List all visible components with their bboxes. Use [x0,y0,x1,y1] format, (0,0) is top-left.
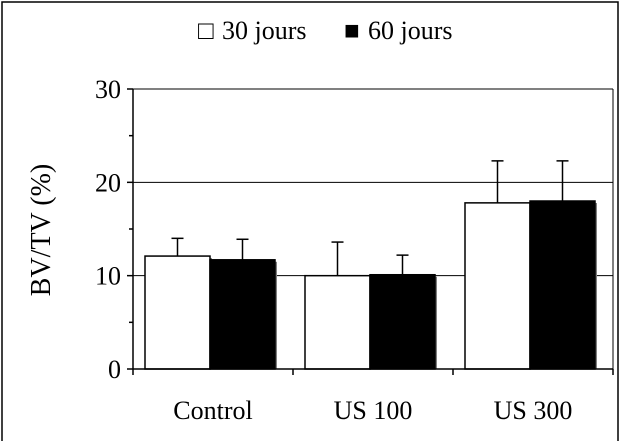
legend-label-30-jours: 30 jours [222,16,307,45]
y-axis-label: BV/TV (%) [26,164,57,296]
axes [127,88,614,375]
bar-us-100-s1 [369,273,436,370]
error-bars [171,160,569,276]
x-category-labels: Control US 100 US 300 [173,396,572,425]
y-tick-label-10: 10 [95,262,121,291]
bar-control-s1 [209,259,276,370]
legend-label-60-jours: 60 jours [368,16,453,45]
legend-marker-60-jours: ■ [344,16,360,45]
bar-us-300-s1 [529,200,596,370]
bars [144,200,597,370]
legend: □ 30 jours ■ 60 jours [198,16,453,45]
bar-control-s0 [144,255,211,370]
bar-us-300-s0 [464,202,531,370]
x-category-label-us-100: US 100 [334,396,413,425]
x-category-label-us-300: US 300 [494,396,573,425]
y-tick-labels: 0 10 20 30 [95,75,121,384]
bar-us-100-s0 [304,274,371,370]
y-tick-label-20: 20 [95,168,121,197]
legend-marker-30-jours: □ [198,16,214,45]
x-category-label-control: Control [173,396,252,425]
y-tick-label-0: 0 [108,355,121,384]
y-tick-label-30: 30 [95,75,121,104]
